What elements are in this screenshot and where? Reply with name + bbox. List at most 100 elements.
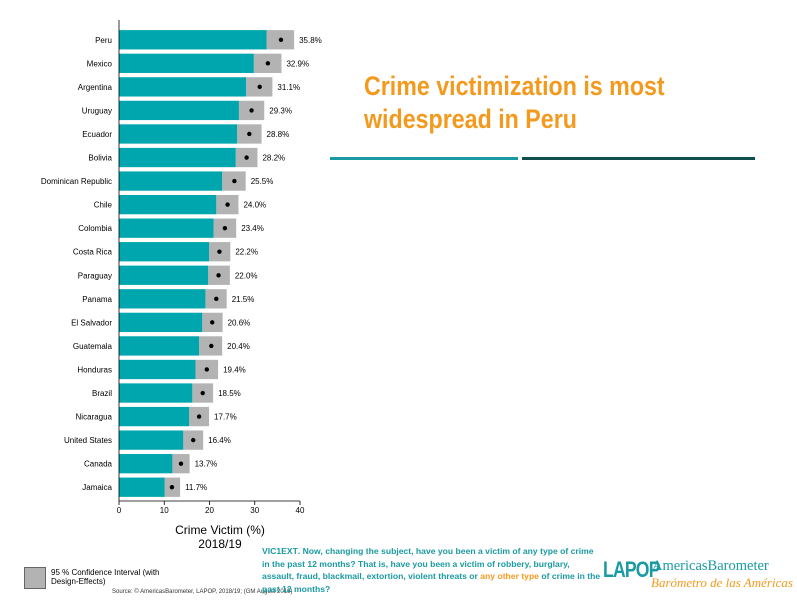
x-tick-label: 30 [250, 506, 259, 515]
value-label: 24.0% [243, 201, 266, 210]
question-emphasis: any other type [480, 571, 539, 581]
category-label: Bolivia [88, 154, 112, 163]
bar [119, 147, 236, 168]
lapop-logo: LAPOP [603, 557, 660, 582]
category-label: Mexico [87, 59, 113, 68]
headline: Crime victimization is most widespread i… [364, 70, 708, 136]
category-label: Peru [95, 36, 112, 45]
bar [119, 194, 217, 215]
point-estimate [257, 84, 262, 90]
bar [119, 100, 239, 121]
bar [119, 383, 193, 403]
point-estimate [204, 367, 209, 372]
value-label: 23.4% [241, 224, 264, 233]
category-label: United States [64, 436, 112, 445]
bar [119, 124, 238, 144]
point-estimate [169, 485, 175, 490]
question-text-1: . Now, changing the subject, have you be… [262, 546, 594, 581]
category-label: Guatemala [73, 342, 113, 351]
bar [119, 30, 267, 50]
value-label: 22.0% [235, 271, 258, 280]
value-label: 28.8% [267, 130, 290, 139]
headline-part2: is most widespread in Peru [364, 71, 665, 134]
value-label: 22.2% [235, 248, 258, 257]
headline-part1: Crime victimization [364, 71, 577, 101]
point-estimate [244, 155, 249, 160]
point-estimate [196, 414, 202, 419]
bar [119, 53, 254, 73]
category-label: Paraguay [78, 271, 112, 280]
point-estimate [247, 131, 252, 137]
x-axis-label: Crime Victim (%) [175, 523, 265, 537]
category-label: Jamaica [82, 483, 112, 492]
bar [119, 336, 200, 356]
point-estimate [178, 461, 184, 466]
value-label: 18.5% [218, 389, 241, 398]
point-estimate [214, 296, 219, 302]
bar [119, 454, 173, 474]
divider-left [330, 157, 518, 160]
value-label: 29.3% [269, 106, 292, 115]
source-note: Source: © AmericasBarometer, LAPOP, 2018… [112, 589, 293, 595]
value-label: 28.2% [262, 154, 285, 163]
point-estimate [209, 343, 214, 349]
x-tick-label: 20 [205, 506, 214, 515]
bar [119, 289, 206, 309]
value-label: 19.4% [223, 365, 246, 374]
point-estimate [222, 225, 228, 231]
bar [119, 430, 184, 450]
category-label: Canada [84, 460, 113, 469]
point-estimate [200, 390, 205, 396]
bar [119, 359, 196, 380]
point-estimate [265, 61, 271, 66]
value-label: 16.4% [208, 436, 231, 445]
question-text-2: of crime in the past 12 months? [262, 571, 601, 594]
point-estimate [232, 178, 237, 184]
point-estimate [278, 37, 284, 42]
bar-chart: Peru 35.8% Mexico 32.9% Argentina 31.1% Urugua… [41, 20, 322, 515]
category-label: Colombia [78, 224, 112, 233]
x-tick-label: 0 [117, 506, 122, 515]
bar [119, 406, 190, 427]
value-label: 17.7% [214, 413, 237, 422]
category-label: Uruguay [82, 106, 112, 115]
point-estimate [225, 202, 230, 207]
point-estimate [210, 320, 215, 325]
bar [119, 312, 203, 333]
category-label: Argentina [78, 83, 113, 92]
bar [119, 242, 210, 262]
value-label: 20.4% [227, 342, 250, 351]
americasbarometer-subtitle: Barómetro de las Américas [651, 575, 793, 590]
bar [119, 171, 223, 191]
question-code: VIC1EXT [262, 546, 298, 556]
value-label: 21.5% [232, 295, 255, 304]
value-label: 20.6% [228, 318, 251, 327]
category-label: El Salvador [71, 318, 112, 327]
category-label: Dominican Republic [41, 177, 112, 186]
x-tick-label: 10 [160, 506, 169, 515]
point-estimate [217, 249, 222, 254]
value-label: 25.5% [251, 177, 274, 186]
value-label: 35.8% [299, 36, 322, 45]
question-text: VIC1EXT. Now, changing the subject, have… [262, 545, 602, 595]
category-label: Chile [94, 201, 113, 210]
category-label: Honduras [77, 365, 112, 374]
value-label: 13.7% [195, 460, 218, 469]
category-label: Costa Rica [73, 248, 113, 257]
x-axis-year: 2018/19 [198, 537, 242, 551]
americasbarometer-name: AmericasBarometer [652, 558, 769, 574]
divider-right [522, 157, 755, 160]
x-tick-label: 40 [296, 506, 305, 515]
value-label: 11.7% [185, 483, 207, 492]
point-estimate [191, 437, 196, 443]
category-label: Panama [82, 295, 112, 304]
bar [119, 218, 214, 238]
category-label: Brazil [92, 389, 112, 398]
category-label: Nicaragua [76, 413, 113, 422]
value-label: 32.9% [286, 59, 309, 68]
category-label: Ecuador [82, 130, 112, 139]
legend-ci-swatch [24, 567, 46, 589]
value-label: 31.1% [277, 83, 300, 92]
bar [119, 77, 247, 97]
x-axis-title: Crime Victim (%) 2018/19 [150, 523, 290, 551]
